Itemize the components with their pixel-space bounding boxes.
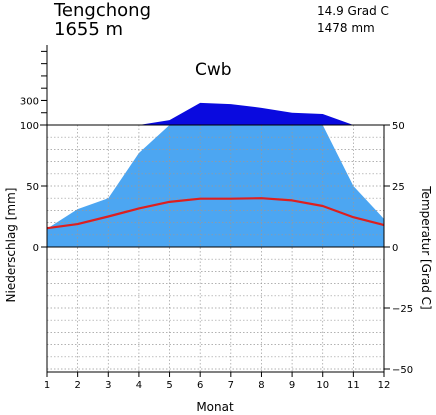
x-axis-title: Monat bbox=[196, 400, 234, 414]
x-tick-label: 7 bbox=[228, 380, 234, 391]
temperature-line bbox=[46, 197, 385, 230]
x-tick-label: 2 bbox=[74, 380, 80, 391]
annual-precipitation: 1478 mm bbox=[317, 21, 375, 35]
temperature-series bbox=[46, 197, 385, 230]
temp-tick-label: 25 bbox=[392, 182, 405, 193]
grid-lines bbox=[46, 125, 385, 372]
temp-tick-label: 0 bbox=[392, 243, 398, 254]
right-axis-title: Temperatur [Grad C] bbox=[419, 185, 433, 309]
x-tick-label: 6 bbox=[197, 380, 203, 391]
climate-class: Cwb bbox=[195, 60, 232, 80]
axis-labels: Monat Niederschlag [mm] Temperatur [Grad… bbox=[4, 185, 433, 414]
x-tick-label: 4 bbox=[136, 380, 142, 391]
mean-temperature: 14.9 Grad C bbox=[317, 4, 389, 18]
temp-tick-label: −50 bbox=[392, 365, 413, 376]
precip-tick-label: 300 bbox=[20, 96, 39, 107]
temp-tick-label: 50 bbox=[392, 121, 405, 132]
x-tick-label: 11 bbox=[347, 380, 360, 391]
x-tick-label: 9 bbox=[289, 380, 295, 391]
x-tick-label: 12 bbox=[378, 380, 391, 391]
precip-tick-label: 0 bbox=[33, 243, 39, 254]
temp-tick-label: −25 bbox=[392, 304, 413, 315]
x-tick-label: 5 bbox=[166, 380, 172, 391]
x-tick-label: 1 bbox=[44, 380, 50, 391]
station-elevation: 1655 m bbox=[54, 19, 124, 40]
perhumid-area bbox=[47, 102, 384, 125]
left-axis-title: Niederschlag [mm] bbox=[4, 188, 18, 303]
x-tick-label: 3 bbox=[105, 380, 111, 391]
station-name: Tengchong bbox=[54, 0, 151, 21]
precip-tick-label: 100 bbox=[20, 121, 39, 132]
precip-tick-label: 50 bbox=[26, 182, 39, 193]
x-tick-label: 10 bbox=[316, 380, 329, 391]
x-tick-label: 8 bbox=[258, 380, 264, 391]
